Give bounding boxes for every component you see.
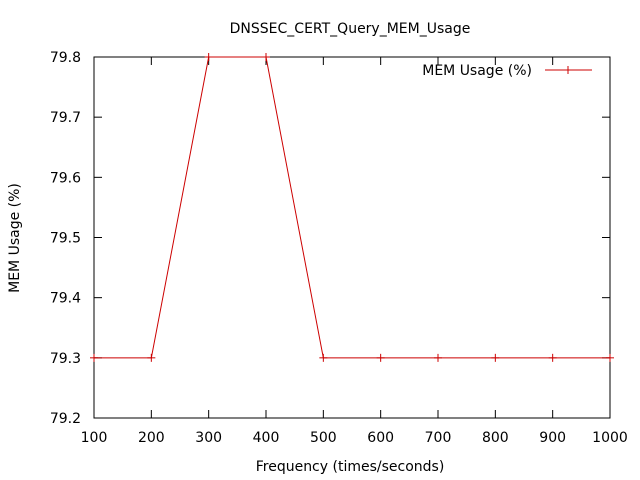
data-point [606, 353, 614, 362]
data-point [319, 353, 328, 362]
data-point [147, 353, 156, 362]
x-tick-label: 500 [310, 430, 337, 446]
y-tick-label: 79.5 [50, 231, 81, 247]
x-tick-label: 100 [81, 430, 108, 446]
legend-label: MEM Usage (%) [422, 63, 532, 79]
y-tick-label: 79.6 [50, 170, 81, 186]
data-point [90, 353, 98, 362]
x-tick-label: 600 [367, 430, 394, 446]
y-tick-label: 79.3 [50, 351, 81, 367]
data-point [434, 353, 442, 362]
x-tick-label: 700 [425, 430, 452, 446]
data-point [262, 53, 270, 61]
x-tick-label: 200 [138, 430, 165, 446]
chart-title: DNSSEC_CERT_Query_MEM_Usage [230, 21, 471, 37]
plot-frame [93, 56, 611, 419]
x-axis-label: Frequency (times/seconds) [256, 459, 445, 475]
y-tick-label: 79.2 [50, 411, 81, 427]
y-tick-label: 79.4 [50, 291, 81, 307]
series-line [94, 56, 610, 359]
x-tick-label: 800 [482, 430, 509, 446]
y-tick-label: 79.8 [50, 50, 81, 66]
x-tick-label: 400 [253, 430, 280, 446]
legend-marker [564, 66, 572, 74]
x-tick-label: 900 [539, 430, 566, 446]
y-axis-label: MEM Usage (%) [7, 183, 23, 293]
series-layer [90, 53, 614, 362]
x-tick-label: 1000 [592, 430, 628, 446]
legend: MEM Usage (%) [422, 63, 592, 79]
data-point [376, 353, 385, 362]
data-point [548, 353, 557, 362]
y-tick-label: 79.7 [50, 110, 81, 126]
x-tick-label: 300 [195, 430, 222, 446]
axis-ticks: 100 200 300 400 500 600 700 800 900 1000 79.2 79.3 7… [50, 50, 628, 446]
data-point [204, 53, 213, 61]
data-point [491, 353, 500, 362]
